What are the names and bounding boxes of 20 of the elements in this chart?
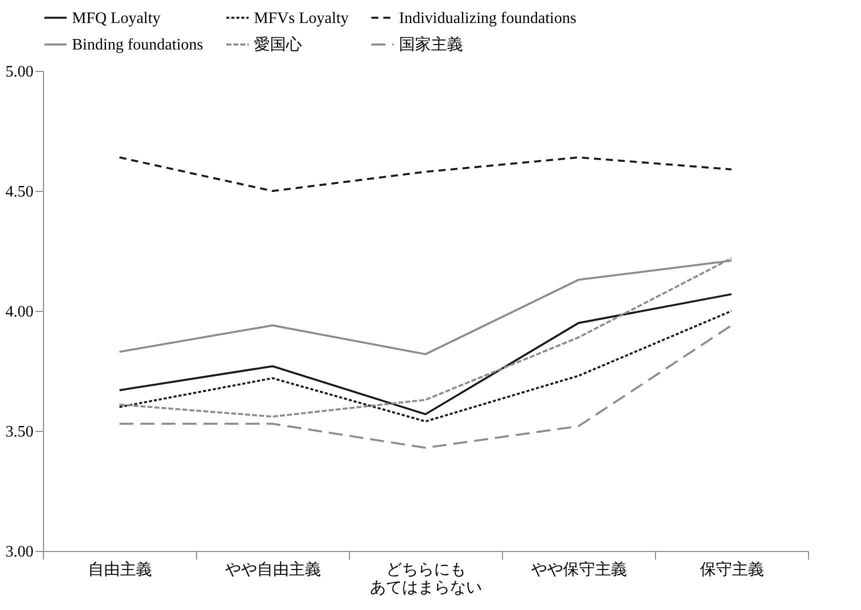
x-tick-label: 自由主義 <box>88 560 152 578</box>
line-series <box>118 324 732 449</box>
y-tick-label: 4.50 <box>6 184 34 200</box>
legend-label: 愛国心 <box>254 36 302 54</box>
legend-label: MFVs Loyalty <box>254 10 349 27</box>
y-tick-label: 3.50 <box>6 424 34 440</box>
x-tick-label: どちらにもあてはまらない <box>370 562 482 596</box>
line-series <box>118 310 732 422</box>
x-tick-label: やや保守主義 <box>531 560 627 578</box>
y-tick-label: 4.00 <box>6 304 34 320</box>
line-series <box>118 293 732 416</box>
y-tick-label: 3.00 <box>6 544 34 560</box>
x-tick-label: やや自由主義 <box>225 560 321 578</box>
legend-label: Individualizing foundations <box>399 10 576 27</box>
legend-label: MFQ Loyalty <box>72 10 160 27</box>
x-tick-label: 保守主義 <box>700 560 764 578</box>
legend-label: 国家主義 <box>399 36 463 54</box>
y-tick-label: 5.00 <box>6 64 34 80</box>
legend-label: Binding foundations <box>72 36 204 54</box>
line-series <box>118 156 732 192</box>
